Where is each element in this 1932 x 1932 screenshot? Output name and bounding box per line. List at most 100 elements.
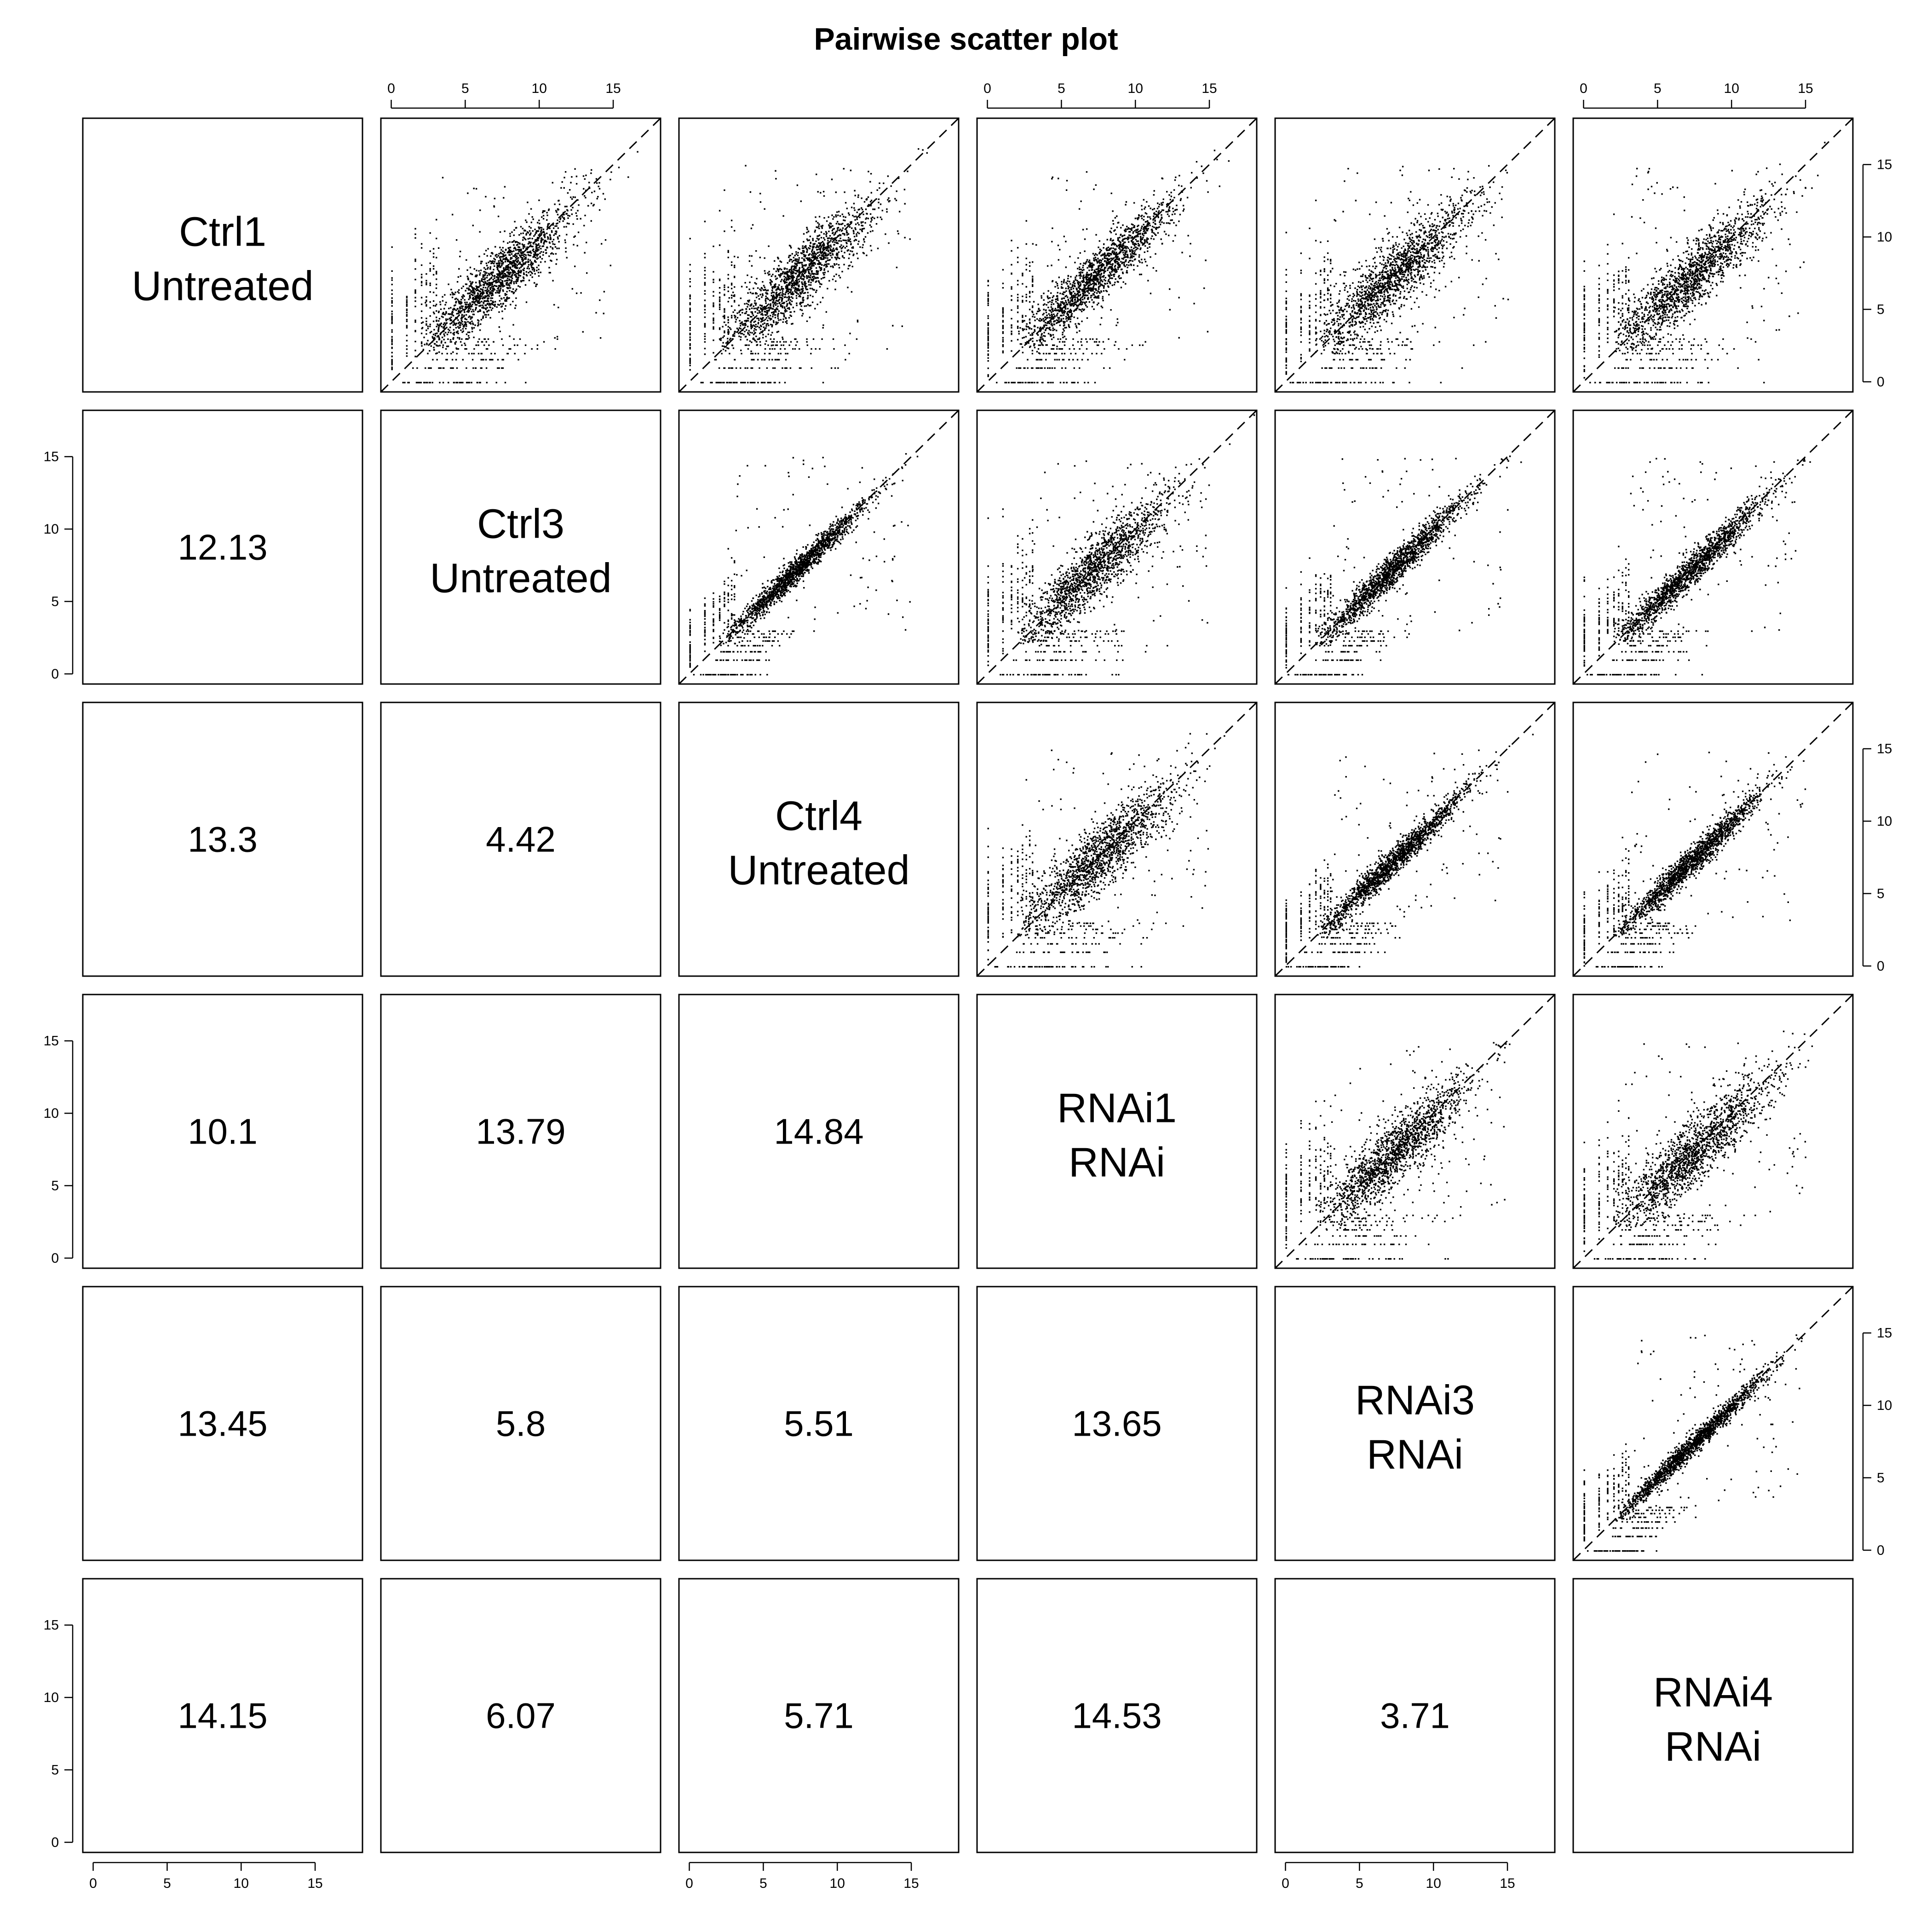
bottom-axis-col-1: [92, 1862, 316, 1871]
value-r5-c1: 13.45: [178, 1403, 267, 1444]
value-r6-c3: 5.71: [784, 1696, 854, 1736]
right-tick-label-r5-10: 10: [1877, 1398, 1892, 1413]
diag-label-group-3: Untreated: [728, 848, 909, 894]
panel-r5-c6: [1572, 1286, 1854, 1561]
panel-r2-c6: [1572, 409, 1854, 685]
scatter-points-r1c4: [987, 150, 1230, 384]
scatter-points-r3c6: [1583, 752, 1806, 968]
panel-r2-c2: [380, 409, 661, 685]
panel-r1-c4: [976, 117, 1258, 393]
right-tick-label-r3-10: 10: [1877, 814, 1892, 829]
panel-r4-c3: [678, 994, 960, 1269]
panel-r2-c1: [82, 409, 363, 685]
panel-r3-c6: [1572, 702, 1854, 977]
panel-r1-c3: [678, 117, 960, 393]
value-r5-c3: 5.51: [784, 1403, 854, 1444]
value-r6-c4: 14.53: [1072, 1696, 1162, 1736]
left-axis-row-4: [64, 1040, 74, 1259]
panel-r3-c4: [976, 702, 1258, 977]
panel-r4-c4: [976, 994, 1258, 1269]
right-tick-label-r1-15: 15: [1877, 157, 1892, 172]
top-tick-label-c4-5: 5: [1058, 81, 1065, 96]
panel-r2-c5: [1274, 409, 1556, 685]
right-tick-label-r5-5: 5: [1877, 1471, 1885, 1486]
panel-r3-c3: [678, 702, 960, 977]
scatter-points-r1c5: [1285, 165, 1509, 384]
bottom-tick-label-c1-15: 15: [307, 1876, 322, 1891]
top-tick-label-c6-0: 0: [1580, 81, 1587, 96]
value-r4-c3: 14.84: [774, 1111, 863, 1152]
diag-label-group-2: Untreated: [430, 556, 611, 602]
identity-line-r1c5: [1274, 117, 1556, 393]
identity-line-r1c2: [380, 117, 661, 393]
scatter-points-r1c2: [391, 151, 638, 384]
value-r2-c1: 12.13: [178, 527, 267, 568]
top-tick-label-c6-5: 5: [1654, 81, 1662, 96]
left-axis-row-2: [64, 456, 74, 675]
panel-r2-c3: [678, 409, 960, 685]
panel-r4-c2: [380, 994, 661, 1269]
value-r3-c2: 4.42: [486, 819, 556, 860]
panel-r3-c5: [1274, 702, 1556, 977]
scatter-points-r4c5: [1285, 1042, 1511, 1260]
bottom-tick-label-c5-15: 15: [1500, 1876, 1515, 1891]
left-axis-row-6: [64, 1624, 74, 1843]
panel-r6-c3: [678, 1578, 960, 1853]
chart-title: Pairwise scatter plot: [814, 22, 1118, 57]
panel-r3-c1: [82, 702, 363, 977]
panel-r5-c1: [82, 1286, 363, 1561]
diag-label-name-5: RNAi3: [1355, 1378, 1475, 1424]
right-tick-label-r1-0: 0: [1877, 374, 1885, 390]
panel-r5-c4: [976, 1286, 1258, 1561]
bottom-tick-label-c3-5: 5: [759, 1876, 767, 1891]
bottom-tick-label-c3-10: 10: [830, 1876, 845, 1891]
right-axis-row-5: [1862, 1332, 1871, 1551]
scatter-points-r1c6: [1583, 142, 1826, 384]
top-tick-label-c4-10: 10: [1128, 81, 1143, 96]
right-tick-label-r3-5: 5: [1877, 886, 1885, 902]
right-axis-row-3: [1862, 748, 1871, 967]
panel-r3-c2: [380, 702, 661, 977]
top-tick-label-c2-10: 10: [532, 81, 547, 96]
value-r5-c2: 5.8: [496, 1403, 546, 1444]
panel-r4-c6: [1572, 994, 1854, 1269]
bottom-tick-label-c5-0: 0: [1282, 1876, 1289, 1891]
panel-r5-c3: [678, 1286, 960, 1561]
diag-label-group-5: RNAi: [1367, 1432, 1463, 1478]
left-tick-label-r4-5: 5: [51, 1179, 59, 1194]
left-tick-label-r2-0: 0: [51, 667, 59, 682]
right-tick-label-r5-0: 0: [1877, 1543, 1885, 1558]
panel-r6-c5: [1274, 1578, 1556, 1853]
bottom-tick-label-c1-5: 5: [163, 1876, 171, 1891]
value-r5-c4: 13.65: [1072, 1403, 1162, 1444]
value-r3-c1: 13.3: [188, 819, 258, 860]
top-tick-label-c6-10: 10: [1724, 81, 1739, 96]
bottom-tick-label-c5-10: 10: [1426, 1876, 1441, 1891]
right-tick-label-r1-5: 5: [1877, 302, 1885, 317]
right-tick-label-r5-15: 15: [1877, 1326, 1892, 1341]
scatter-points-r3c5: [1285, 734, 1534, 968]
left-tick-label-r6-15: 15: [44, 1618, 59, 1633]
left-tick-label-r2-10: 10: [44, 522, 59, 537]
identity-line-r4c5: [1274, 994, 1556, 1269]
panel-r6-c2: [380, 1578, 661, 1853]
scatter-points-r2c5: [1285, 455, 1522, 676]
left-tick-label-r2-5: 5: [51, 594, 59, 610]
diag-label-group-1: Untreated: [132, 264, 313, 310]
top-tick-label-c2-5: 5: [461, 81, 469, 96]
bottom-axis-col-3: [689, 1862, 912, 1871]
diag-label-name-3: Ctrl4: [775, 794, 862, 840]
right-axis-row-1: [1862, 164, 1871, 383]
bottom-tick-label-c1-0: 0: [89, 1876, 97, 1891]
bottom-tick-label-c3-0: 0: [685, 1876, 693, 1891]
value-r4-c1: 10.1: [188, 1111, 258, 1152]
right-tick-label-r3-0: 0: [1877, 959, 1885, 974]
left-tick-label-r6-10: 10: [44, 1690, 59, 1705]
panel-r2-c4: [976, 409, 1258, 685]
top-axis-col-6: [1583, 100, 1806, 109]
diag-label-group-6: RNAi: [1665, 1724, 1761, 1770]
panel-r4-c1: [82, 994, 363, 1269]
diag-label-name-4: RNAi1: [1057, 1086, 1177, 1132]
scatter-points-r2c4: [987, 414, 1255, 676]
